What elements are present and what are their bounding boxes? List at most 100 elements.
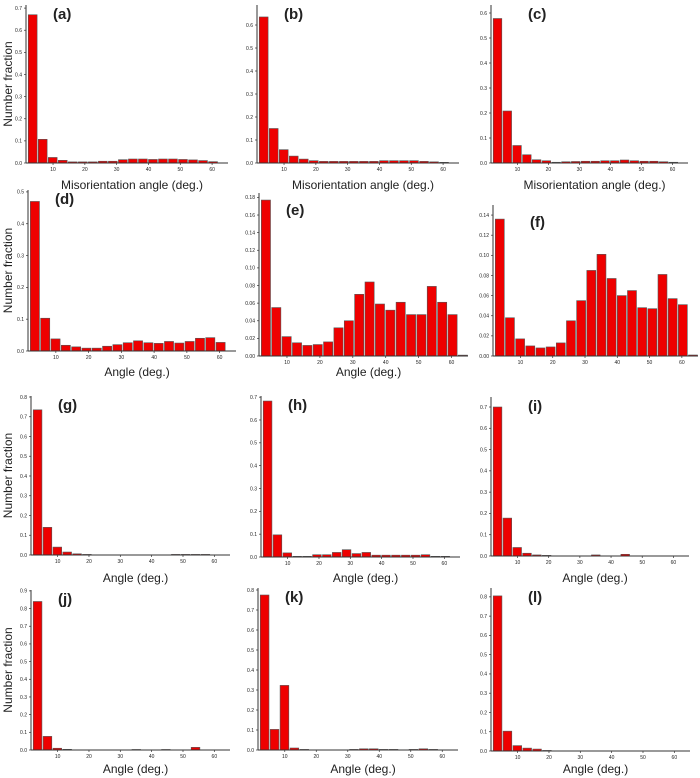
- x-tick-label: 60: [217, 355, 223, 361]
- y-tick-label: 0.7: [480, 614, 487, 620]
- x-tick-label: 10: [515, 560, 521, 566]
- y-tick-label: 0.0: [15, 161, 22, 167]
- bar: [375, 303, 385, 357]
- bar: [153, 343, 164, 352]
- panel-c: 0.0 0.1 0.2 0.3 0.4 0.5 0.6 10 20 30 40 50 60 (c) Miso…: [480, 5, 688, 192]
- y-tick-label: 0.0: [480, 554, 487, 560]
- bar: [492, 595, 503, 752]
- x-axis-label: Misorientation angle (deg.): [292, 178, 434, 192]
- y-tick-label: 0.4: [17, 222, 24, 228]
- x-tick-label: 40: [146, 167, 152, 173]
- x-tick-label: 30: [119, 355, 125, 361]
- y-tick-label: 0.3: [250, 486, 257, 492]
- bar: [406, 314, 416, 357]
- bar: [158, 158, 168, 164]
- bar: [40, 317, 51, 352]
- y-tick-label: 0.4: [15, 72, 22, 78]
- x-tick-label: 30: [345, 754, 351, 760]
- x-tick-label: 60: [672, 755, 678, 761]
- x-tick-label: 20: [550, 360, 556, 366]
- bar: [195, 337, 205, 352]
- bar: [205, 337, 216, 352]
- x-tick-label: 30: [118, 559, 124, 565]
- bar: [512, 745, 522, 752]
- bar: [606, 278, 617, 357]
- y-tick-label: 0.3: [480, 490, 487, 496]
- bar: [60, 344, 71, 352]
- x-tick-label: 30: [582, 360, 588, 366]
- panel-label: (a): [53, 6, 71, 23]
- y-tick-label: 0.6: [15, 28, 22, 34]
- x-tick-label: 30: [577, 560, 583, 566]
- bar: [566, 320, 576, 357]
- bar: [259, 594, 270, 751]
- x-axis-label: Angle (deg.): [330, 762, 395, 776]
- x-tick-label: 50: [180, 559, 186, 565]
- bar: [272, 534, 283, 558]
- bar: [678, 304, 688, 357]
- x-tick-label: 40: [383, 360, 389, 366]
- bar: [515, 338, 525, 357]
- panel-label: (e): [286, 202, 304, 219]
- y-tick-label: 0.4: [480, 61, 487, 67]
- panel-a: 0.0 0.1 0.2 0.3 0.4 0.5 0.6 0.7 10 20 30 40 50 60 (a) M…: [1, 5, 228, 192]
- y-tick-label: 0.6: [480, 633, 487, 639]
- bar: [269, 729, 280, 751]
- bar: [416, 314, 427, 357]
- x-tick-label: 20: [313, 754, 319, 760]
- y-tick-label: 0.1: [20, 730, 27, 736]
- x-tick-label: 30: [350, 360, 356, 366]
- y-tick-label: 0.3: [20, 494, 27, 500]
- y-tick-label: 0.1: [480, 533, 487, 539]
- bar: [281, 336, 292, 357]
- x-tick-label: 20: [86, 355, 92, 361]
- bar: [361, 552, 371, 558]
- y-tick-label: 0.1: [250, 532, 257, 538]
- bar: [279, 149, 289, 164]
- bar: [512, 547, 522, 557]
- x-tick-label: 10: [55, 754, 61, 760]
- y-tick-label: 0.2: [17, 285, 24, 291]
- bar: [332, 552, 342, 558]
- bar: [71, 346, 82, 352]
- bar: [502, 517, 512, 557]
- y-tick-label: 0.10: [479, 253, 489, 259]
- bar: [512, 145, 522, 164]
- x-tick-label: 40: [379, 561, 385, 567]
- bar: [354, 294, 365, 357]
- panel-l: 0.0 0.1 0.2 0.3 0.4 0.5 0.6 0.7 0.8 10 20 30 40 50 60 (…: [480, 588, 690, 776]
- x-tick-label: 10: [284, 360, 290, 366]
- panel-f: 0.00 0.02 0.04 0.06 0.08 0.10 0.12 0.14 10 20 30 40…: [479, 205, 698, 366]
- x-tick-label: 40: [608, 560, 614, 566]
- y-tick-label: 0.0: [480, 749, 487, 755]
- y-tick-label: 0.4: [247, 668, 254, 674]
- y-tick-label: 0.0: [247, 748, 254, 754]
- panel-label: (l): [528, 589, 542, 606]
- x-tick-label: 60: [212, 559, 218, 565]
- x-tick-label: 50: [184, 355, 190, 361]
- y-axis-label: Number fraction: [1, 41, 15, 126]
- bar: [143, 342, 154, 352]
- y-tick-label: 0.02: [245, 336, 255, 342]
- y-tick-label: 0.0: [20, 553, 27, 559]
- y-tick-label: 0.2: [15, 117, 22, 123]
- bar: [492, 406, 503, 557]
- y-tick-label: 0.0: [480, 161, 487, 167]
- y-tick-label: 0.7: [250, 395, 257, 401]
- bar: [502, 110, 512, 164]
- bar: [426, 286, 437, 357]
- bar: [148, 159, 158, 164]
- x-tick-label: 20: [82, 167, 88, 173]
- x-tick-label: 30: [348, 561, 354, 567]
- y-tick-label: 0.4: [480, 469, 487, 475]
- bar: [437, 301, 448, 357]
- bar: [299, 158, 309, 164]
- x-tick-label: 60: [212, 754, 218, 760]
- x-tick-label: 20: [546, 167, 552, 173]
- x-tick-label: 50: [639, 560, 645, 566]
- panel-label: (h): [288, 397, 307, 414]
- y-tick-label: 0.14: [479, 213, 489, 219]
- x-tick-label: 60: [671, 560, 677, 566]
- x-tick-label: 50: [640, 755, 646, 761]
- x-tick-label: 30: [578, 755, 584, 761]
